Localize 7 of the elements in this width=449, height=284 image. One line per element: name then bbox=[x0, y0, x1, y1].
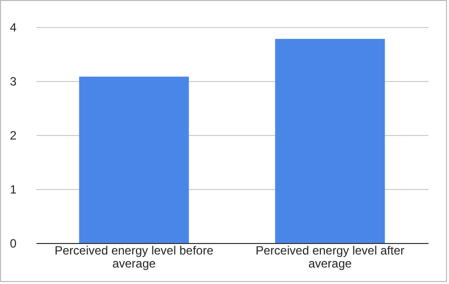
y-tick-label: 3 bbox=[10, 74, 17, 88]
y-tick-label: 4 bbox=[10, 20, 17, 34]
y-tick-label: 0 bbox=[10, 236, 17, 250]
y-tick-label: 2 bbox=[10, 128, 17, 142]
x-tick-label: Perceived energy level before average bbox=[54, 244, 214, 270]
y-tick-label: 1 bbox=[10, 182, 17, 196]
x-tick-label: Perceived energy level after average bbox=[256, 244, 404, 270]
